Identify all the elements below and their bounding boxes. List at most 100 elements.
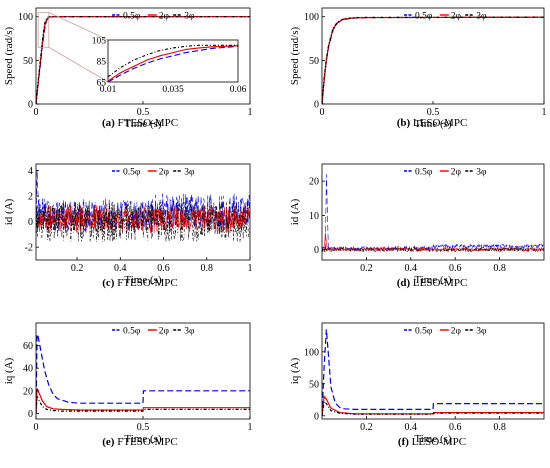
legend-label-a-0: 0.5φ [123, 12, 141, 22]
caption-letter-a: (a) [102, 117, 115, 129]
series-line-e-0 [36, 334, 250, 414]
legend-label-b-0: 0.5φ [415, 12, 433, 22]
x-axis-label-b: Time (s) [414, 118, 452, 130]
x-tick-label-f-0: 0.2 [360, 422, 373, 433]
legend-label-b-2: 3φ [476, 12, 487, 22]
x-tick-label-a-0: 0 [34, 107, 39, 118]
axes-frame-f [321, 322, 545, 420]
inset-series-line-1 [107, 45, 239, 82]
series-line-b-2 [322, 16, 544, 104]
inset-y-tick-label-2: 105 [92, 37, 107, 47]
legend-label-c-1: 2φ [159, 168, 170, 178]
caption-c: (c) FTESO-MPC [102, 277, 178, 289]
x-tick-label-b-0: 0 [320, 107, 325, 118]
plot-area-c [36, 170, 250, 243]
x-axis-label-a: Time (s) [124, 118, 162, 130]
y-tick-label-d-2: 20 [309, 177, 319, 188]
series-line-d-0 [322, 174, 544, 252]
y-axis-label-c: id (A) [3, 198, 15, 225]
y-tick-label-c-0: -2 [25, 243, 33, 254]
legend-label-a-2: 3φ [184, 12, 195, 22]
zoom-connector-top [48, 12, 109, 41]
inset-a: 0.01 0.035 0.06 65 85 105 [37, 11, 247, 95]
series-line-a-1 [36, 16, 250, 104]
y-axis-label-e: iq (A) [3, 357, 15, 384]
panel-e: 0 0.5 1 0 20 40 60 Time (s) iq (A) 0.5φ 2φ 3φ (e) FT… [3, 322, 253, 448]
legend-d: 0.5φ 2φ 3φ [404, 168, 487, 178]
plot-area-f [322, 329, 544, 416]
series-line-f-0 [322, 329, 544, 416]
x-tick-label-d-3: 0.8 [493, 263, 506, 274]
y-tick-label-a-1: 50 [23, 56, 33, 67]
caption-text-c: FTESO-MPC [114, 277, 177, 289]
series-line-f-2 [322, 400, 544, 416]
legend-label-c-0: 0.5φ [123, 168, 141, 178]
legend-label-e-2: 3φ [184, 327, 195, 337]
caption-text-b: LESO-MPC [410, 117, 467, 129]
x-tick-label-a-1: 0.5 [137, 107, 150, 118]
x-tick-label-e-0: 0 [34, 422, 39, 433]
y-tick-label-e-3: 60 [23, 341, 33, 352]
x-axis-label-f: Time (s) [414, 433, 452, 445]
legend-label-f-0: 0.5φ [415, 327, 433, 337]
caption-f: (f) LESO-MPC [398, 436, 466, 448]
y-tick-label-e-1: 20 [23, 386, 33, 397]
series-line-e-2 [36, 396, 250, 414]
x-axis-label-c: Time (s) [124, 274, 162, 286]
legend-label-f-1: 2φ [451, 327, 462, 337]
legend-b: 0.5φ 2φ 3φ [404, 12, 487, 22]
series-line-b-1 [322, 16, 544, 104]
plot-area-b [322, 16, 544, 104]
panel-f: 0.2 0.4 0.6 0.8 0 50 100 Time (s) iq (A) 0.5φ 2φ 3φ… [289, 322, 545, 448]
series-line-a-2 [36, 16, 250, 104]
legend-label-d-1: 2φ [451, 168, 462, 178]
plot-area-d [322, 174, 544, 253]
x-tick-label-c-3: 0.8 [201, 263, 214, 274]
y-tick-label-c-3: 4 [28, 166, 33, 177]
plot-area-a [36, 16, 250, 104]
y-tick-label-b-2: 100 [304, 12, 319, 23]
y-tick-label-d-0: 0 [314, 245, 319, 256]
axes-frame-d [321, 163, 545, 261]
plot-area-e [36, 334, 250, 414]
x-tick-label-f-1: 0.4 [405, 422, 418, 433]
inset-x-tick-label-0: 0.01 [100, 85, 117, 95]
panel-c: 0.2 0.4 0.6 0.8 1 -2 0 2 4 Time (s) id (A) 0.5φ 2φ 3φ… [3, 163, 253, 289]
y-tick-label-c-1: 0 [28, 217, 33, 228]
y-tick-label-f-2: 100 [304, 347, 319, 358]
y-axis-label-a: Speed (rad/s) [3, 26, 15, 85]
inset-y-tick-label-0: 65 [97, 79, 107, 89]
series-line-d-2 [322, 246, 544, 253]
inset-y-tick-label-1: 85 [97, 58, 107, 68]
panel-b: 0 0.5 1 0 50 100 Time (s) Speed (rad/s) 0.5φ 2φ 3φ… [289, 7, 547, 130]
axes-frame-c [35, 163, 251, 261]
caption-e: (e) FTESO-MPC [102, 436, 178, 448]
y-tick-label-d-1: 10 [309, 211, 319, 222]
caption-letter-f: (f) [398, 436, 409, 448]
inset-x-tick-label-2: 0.06 [230, 85, 247, 95]
x-tick-label-d-2: 0.6 [449, 263, 462, 274]
legend-label-d-0: 0.5φ [415, 168, 433, 178]
x-tick-label-e-2: 1 [248, 422, 253, 433]
y-tick-label-f-1: 50 [309, 379, 319, 390]
x-tick-label-f-2: 0.6 [449, 422, 462, 433]
y-axis-label-b: Speed (rad/s) [289, 26, 301, 85]
y-axis-label-d: id (A) [289, 198, 301, 225]
series-line-b-0 [322, 16, 544, 104]
x-tick-label-c-2: 0.6 [157, 263, 170, 274]
legend-label-c-2: 3φ [184, 168, 195, 178]
x-tick-label-e-1: 0.5 [137, 422, 150, 433]
x-tick-label-d-0: 0.2 [360, 263, 373, 274]
x-axis-label-d: Time (s) [414, 274, 452, 286]
legend-e: 0.5φ 2φ 3φ [112, 327, 195, 337]
caption-text-a: FTESO-MPC [115, 117, 178, 129]
y-tick-label-a-2: 100 [18, 12, 33, 23]
caption-d: (d) LESO-MPC [397, 277, 468, 289]
series-line-c-2 [36, 200, 250, 243]
caption-text-d: LESO-MPC [410, 277, 467, 289]
zoom-box [37, 11, 50, 48]
axes-frame-e [35, 322, 251, 420]
x-tick-label-b-2: 1 [542, 107, 547, 118]
